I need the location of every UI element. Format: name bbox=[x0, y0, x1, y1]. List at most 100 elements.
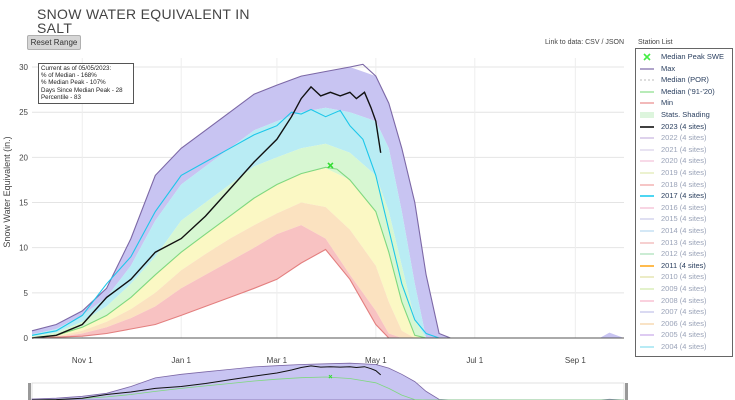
legend-label: 2013 (4 sites) bbox=[661, 237, 707, 247]
legend-label: Stats. Shading bbox=[661, 110, 710, 119]
legend-item[interactable]: 2005 (4 sites) bbox=[636, 330, 732, 340]
csv-link[interactable]: CSV bbox=[585, 39, 600, 46]
legend-symbol bbox=[640, 207, 654, 209]
y-tick-label: 20 bbox=[19, 153, 28, 162]
legend-item[interactable]: 2020 (4 sites) bbox=[636, 156, 732, 166]
current-info-box: Current as of 05/05/2023: % of Median - … bbox=[38, 63, 134, 104]
legend-symbol bbox=[640, 172, 654, 174]
station-list-link[interactable]: Station List bbox=[638, 39, 673, 46]
y-tick-label: 10 bbox=[19, 244, 28, 253]
x-tick-label: Jul 1 bbox=[466, 356, 483, 365]
legend-label: 2022 (4 sites) bbox=[661, 133, 707, 143]
x-tick-label: Nov 1 bbox=[72, 356, 93, 365]
legend-item[interactable]: Min bbox=[636, 98, 732, 108]
series-line bbox=[31, 85, 382, 339]
legend-item[interactable]: 2022 (4 sites) bbox=[636, 133, 732, 143]
legend-symbol bbox=[640, 288, 654, 290]
legend-item[interactable]: Stats. Shading bbox=[636, 110, 732, 120]
legend-label: 2017 (4 sites) bbox=[661, 191, 707, 201]
info-line-days-since-peak: Days Since Median Peak - 28 bbox=[41, 86, 123, 94]
legend-symbol bbox=[640, 137, 654, 139]
legend-symbol bbox=[640, 79, 654, 81]
legend-symbol bbox=[640, 67, 654, 70]
link-prefix: Link to data: bbox=[545, 39, 584, 46]
series-line bbox=[31, 63, 451, 339]
stats-shading-band bbox=[32, 168, 624, 338]
legend-label: 2018 (4 sites) bbox=[661, 179, 707, 189]
legend-item[interactable]: 2011 (4 sites) bbox=[636, 261, 732, 271]
legend-label: 2010 (4 sites) bbox=[661, 272, 707, 282]
legend-item[interactable]: 2008 (4 sites) bbox=[636, 296, 732, 306]
legend-item[interactable]: Max bbox=[636, 64, 732, 74]
legend-label: 2007 (4 sites) bbox=[661, 307, 707, 317]
legend-item[interactable]: 2009 (4 sites) bbox=[636, 284, 732, 294]
legend-item[interactable]: 2012 (4 sites) bbox=[636, 249, 732, 259]
legend-symbol bbox=[640, 183, 654, 186]
chart-title-line1: SNOW WATER EQUIVALENT IN bbox=[37, 6, 250, 22]
legend-symbol bbox=[640, 241, 654, 244]
legend-label: Max bbox=[661, 63, 676, 73]
median-peak-marker bbox=[327, 162, 334, 169]
stats-shading-band bbox=[32, 225, 624, 338]
legend-symbol bbox=[640, 323, 654, 325]
legend-item[interactable]: 2017 (4 sites) bbox=[636, 191, 732, 201]
reset-range-button[interactable]: Reset Range bbox=[27, 35, 81, 50]
range-slider-right-handle bbox=[625, 383, 628, 400]
y-axis-label: Snow Water Equivalent (in.) bbox=[2, 136, 12, 248]
legend-item[interactable]: Median ('91-'20) bbox=[636, 87, 732, 97]
legend-item[interactable]: 2016 (4 sites) bbox=[636, 203, 732, 213]
data-links: Link to data: CSV / JSON bbox=[545, 39, 624, 46]
legend-symbol bbox=[640, 102, 654, 104]
legend-symbol bbox=[640, 160, 654, 162]
legend-label: 2023 (4 sites) bbox=[661, 121, 707, 131]
legend-label: 2021 (4 sites) bbox=[661, 144, 707, 154]
legend-label: Median (POR) bbox=[661, 75, 709, 85]
legend-symbol bbox=[643, 53, 651, 61]
y-tick-label: 0 bbox=[24, 334, 29, 343]
legend-symbol bbox=[640, 299, 654, 302]
series-line bbox=[31, 248, 390, 339]
chart-legend: Median Peak SWE Max Median (POR) Median ('9… bbox=[635, 48, 733, 357]
legend-label: 2005 (4 sites) bbox=[661, 330, 707, 340]
x-tick-label: Mar 1 bbox=[267, 356, 288, 365]
legend-item[interactable]: Median (POR) bbox=[636, 75, 732, 85]
legend-symbol bbox=[640, 91, 654, 93]
legend-symbol bbox=[640, 276, 654, 278]
legend-item[interactable]: 2018 (4 sites) bbox=[636, 180, 732, 190]
legend-label: 2004 (4 sites) bbox=[661, 342, 707, 351]
range-slider-peak-marker bbox=[328, 374, 333, 379]
legend-item[interactable]: Median Peak SWE bbox=[636, 52, 732, 62]
legend-item[interactable]: 2015 (4 sites) bbox=[636, 214, 732, 224]
legend-label: 2019 (4 sites) bbox=[661, 168, 707, 177]
y-tick-label: 15 bbox=[19, 199, 28, 208]
info-line-date: Current as of 05/05/2023: bbox=[41, 65, 112, 72]
info-line-percentile: Percentile - 83 bbox=[41, 93, 81, 101]
y-tick-label: 30 bbox=[19, 63, 28, 72]
link-separator: / bbox=[601, 39, 604, 46]
legend-item[interactable]: 2023 (4 sites) bbox=[636, 122, 732, 132]
json-link[interactable]: JSON bbox=[605, 39, 625, 46]
legend-item[interactable]: 2006 (4 sites) bbox=[636, 319, 732, 329]
legend-item[interactable]: 2007 (4 sites) bbox=[636, 307, 732, 317]
legend-item[interactable]: 2004 (4 sites) bbox=[636, 342, 732, 352]
legend-item[interactable]: 2010 (4 sites) bbox=[636, 272, 732, 282]
y-tick-label: 5 bbox=[24, 289, 29, 298]
legend-symbol bbox=[640, 346, 654, 348]
legend-label: 2012 (4 sites) bbox=[661, 249, 707, 259]
legend-symbol bbox=[640, 112, 654, 118]
legend-label: 2008 (4 sites) bbox=[661, 295, 707, 305]
legend-label: 2014 (4 sites) bbox=[661, 226, 707, 235]
legend-item[interactable]: 2014 (4 sites) bbox=[636, 226, 732, 236]
legend-symbol bbox=[640, 218, 654, 220]
legend-label: 2009 (4 sites) bbox=[661, 284, 707, 293]
legend-label: Min bbox=[661, 98, 674, 108]
legend-item[interactable]: 2019 (4 sites) bbox=[636, 168, 732, 178]
info-line-pct-median: % of Median - 168% bbox=[41, 72, 97, 80]
legend-label: Median ('91-'20) bbox=[661, 86, 715, 96]
legend-item[interactable]: 2021 (4 sites) bbox=[636, 145, 732, 155]
legend-item[interactable]: 2013 (4 sites) bbox=[636, 238, 732, 248]
series-line bbox=[31, 166, 427, 339]
legend-symbol bbox=[640, 264, 654, 267]
range-slider-max-area bbox=[31, 362, 625, 400]
